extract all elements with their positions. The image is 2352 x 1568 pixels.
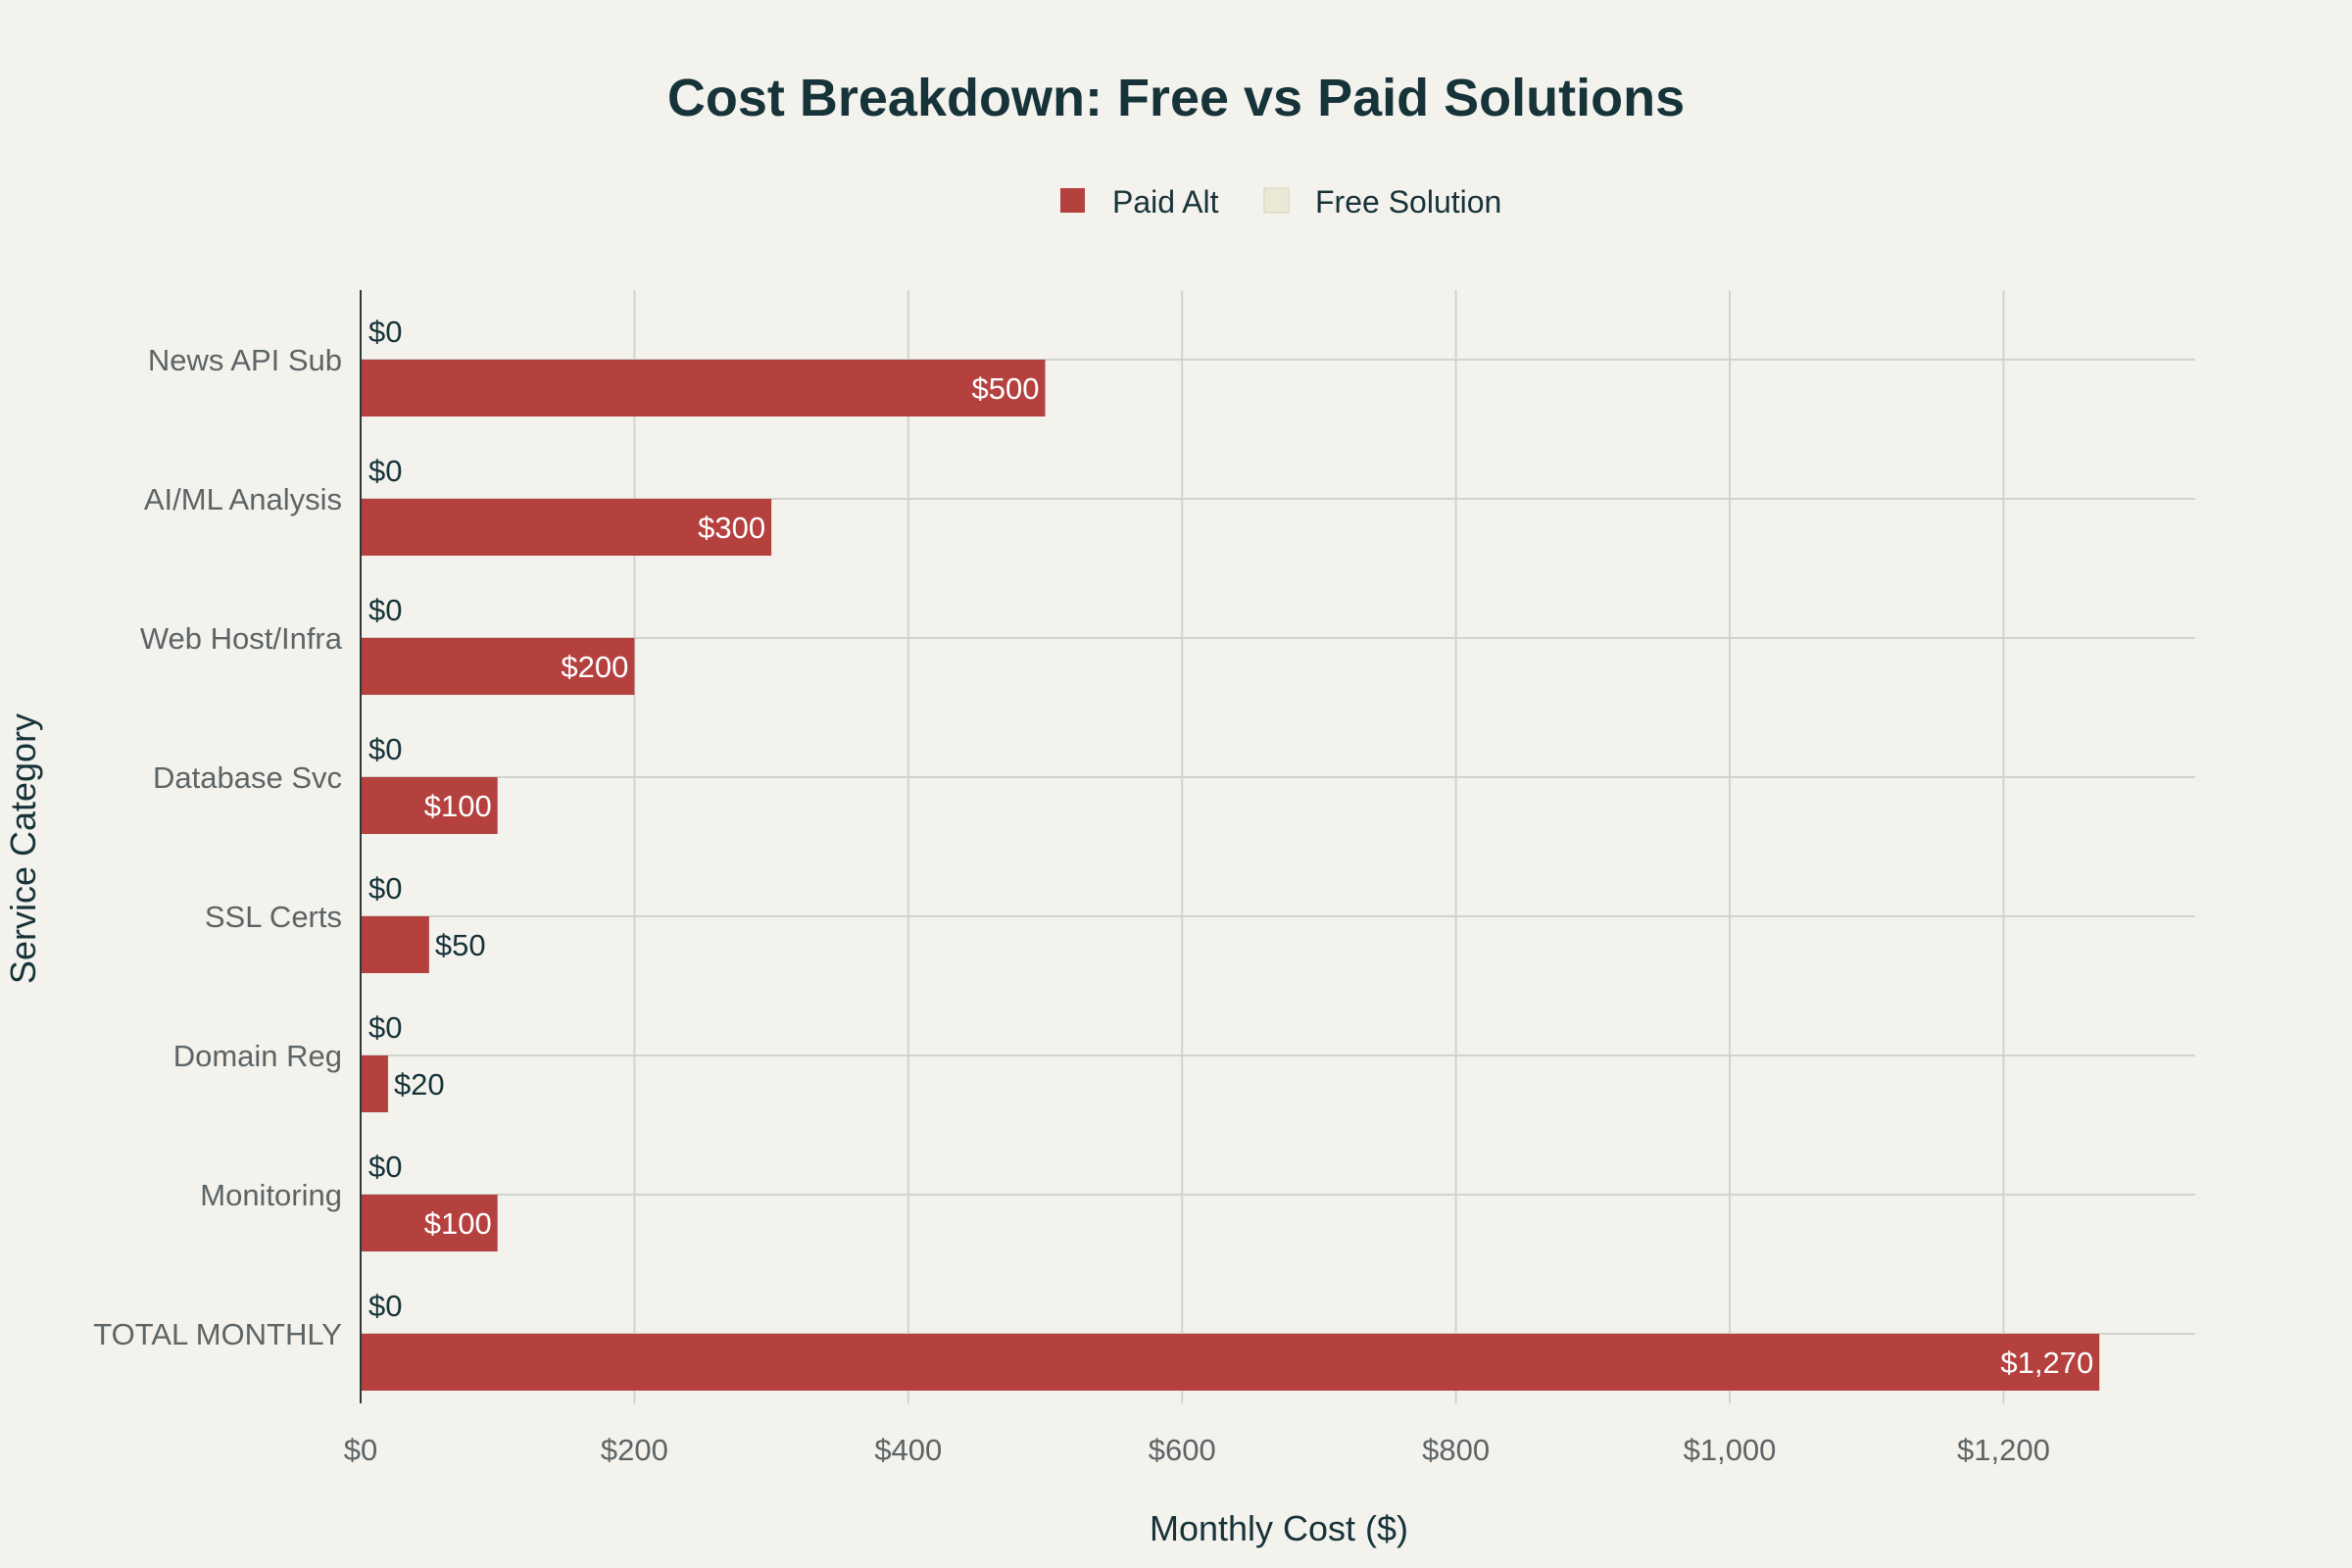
data-label-paid: $100	[424, 789, 492, 823]
data-label-free: $0	[368, 871, 402, 906]
bar-paid-alt	[361, 1055, 388, 1112]
category-label: Domain Reg	[173, 1039, 342, 1073]
category-label: News API Sub	[148, 343, 342, 377]
bar-paid-alt	[361, 777, 498, 834]
data-label-paid: $50	[435, 928, 486, 962]
data-label-paid: $200	[561, 650, 628, 684]
x-axis-title: Monthly Cost ($)	[1150, 1508, 1408, 1548]
legend[interactable]: Paid Alt Free Solution	[1060, 184, 1501, 220]
legend-swatch-free	[1263, 187, 1290, 214]
gridlines	[361, 290, 2195, 1403]
category-label: TOTAL MONTHLY	[93, 1317, 342, 1351]
data-label-free: $0	[368, 315, 402, 349]
data-label-free: $0	[368, 454, 402, 488]
data-label-paid: $20	[394, 1067, 445, 1102]
x-tick-label: $1,000	[1684, 1433, 1777, 1467]
bar-paid-alt	[361, 916, 429, 973]
legend-label-free: Free Solution	[1315, 184, 1501, 220]
data-label-free: $0	[368, 1289, 402, 1323]
legend-swatch-paid	[1060, 188, 1085, 213]
chart-title: Cost Breakdown: Free vs Paid Solutions	[667, 69, 1685, 127]
category-label: Web Host/Infra	[140, 621, 343, 656]
category-label: AI/ML Analysis	[144, 482, 342, 516]
data-label-paid: $300	[698, 511, 765, 545]
data-label-paid: $1,270	[2000, 1346, 2093, 1380]
y-axis-title: Service Category	[3, 713, 43, 984]
x-tick-label: $800	[1422, 1433, 1490, 1467]
x-tick-label: $0	[344, 1433, 377, 1467]
legend-label-paid: Paid Alt	[1112, 184, 1219, 220]
category-labels: News API Sub AI/ML Analysis Web Host/Infra…	[93, 343, 343, 1351]
data-label-paid: $500	[972, 371, 1040, 406]
bar-paid-alt	[361, 360, 1046, 416]
data-label-paid: $100	[424, 1206, 492, 1241]
bar-paid-alt	[361, 1334, 2100, 1391]
data-label-free: $0	[368, 593, 402, 627]
bar-paid-alt	[361, 1195, 498, 1251]
data-label-free: $0	[368, 732, 402, 766]
x-tick-label: $600	[1149, 1433, 1216, 1467]
category-label: Monitoring	[200, 1178, 342, 1212]
x-tick-label: $200	[601, 1433, 668, 1467]
bars: $0 $500 $0 $300 $0 $200 $0 $100 $0 $50 $0 $20 $0 $100…	[361, 315, 2100, 1391]
data-label-free: $0	[368, 1010, 402, 1045]
x-tick-labels: $0 $200 $400 $600 $800 $1,000 $1,200	[344, 1433, 2050, 1467]
category-label: SSL Certs	[205, 900, 342, 934]
bar-paid-alt	[361, 499, 772, 556]
category-label: Database Svc	[153, 760, 342, 795]
x-tick-label: $400	[874, 1433, 942, 1467]
x-tick-label: $1,200	[1957, 1433, 2050, 1467]
bar-paid-alt	[361, 638, 635, 695]
data-label-free: $0	[368, 1150, 402, 1184]
